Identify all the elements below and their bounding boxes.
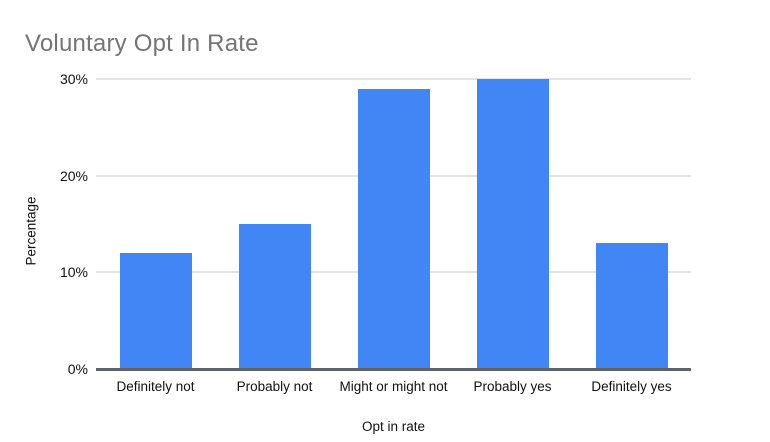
- x-tick-label-probably-yes: Probably yes: [473, 379, 552, 394]
- y-tick-label-10: 10%: [59, 264, 88, 281]
- x-axis-title: Opt in rate: [361, 419, 426, 434]
- x-tick-label-definitely-yes: Definitely yes: [591, 379, 672, 394]
- gridline-30: [96, 78, 691, 80]
- bar-definitely-not: [119, 253, 192, 369]
- bar-series: [96, 79, 691, 369]
- chart-title: Voluntary Opt In Rate: [25, 30, 259, 57]
- y-tick-label-0: 0%: [67, 361, 88, 377]
- y-tick-label-30: 30%: [59, 71, 88, 87]
- plot-area: [96, 78, 691, 371]
- y-tick-label-20: 20%: [59, 167, 88, 184]
- y-axis-title: Percentage: [23, 196, 39, 266]
- x-tick-label-definitely-not: Definitely not: [116, 379, 195, 394]
- bar-might-or-might-not: [357, 88, 430, 369]
- x-axis-category-labels: Definitely not Probably not Might or might…: [96, 379, 691, 394]
- bar-probably-yes: [476, 79, 549, 369]
- x-tick-label-might-or-might-not: Might or might not: [339, 379, 448, 394]
- bar-probably-not: [238, 224, 311, 369]
- x-axis-line: [96, 368, 691, 371]
- bar-definitely-yes: [595, 243, 668, 369]
- x-tick-label-probably-not: Probably not: [236, 379, 313, 394]
